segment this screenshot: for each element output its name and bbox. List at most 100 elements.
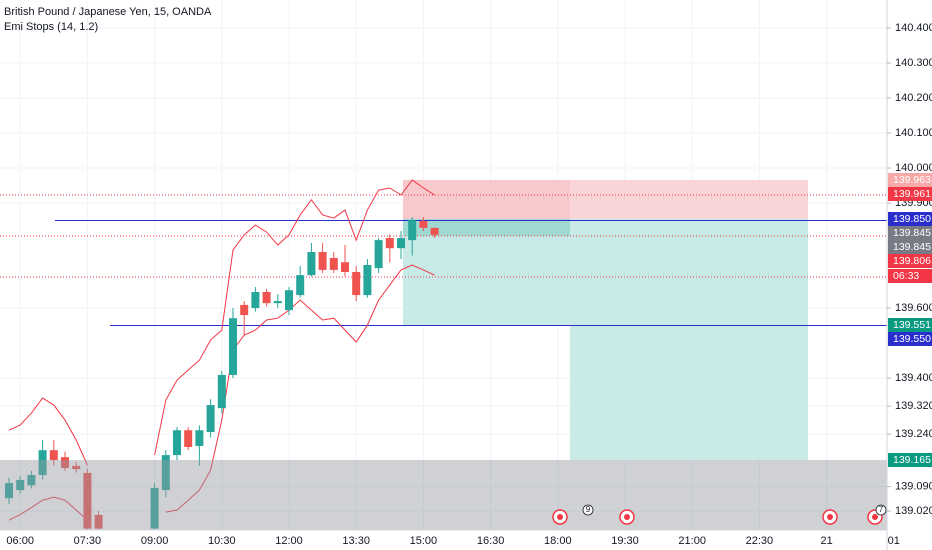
candle-body — [72, 465, 81, 470]
x-tick-label: 06:00 — [6, 535, 34, 547]
price-tag-bg — [888, 269, 932, 283]
event-icon-dot — [827, 514, 833, 520]
candle-body — [61, 457, 69, 469]
candle-body — [307, 252, 316, 276]
candle-body — [262, 291, 271, 304]
price-tag-label: 139.850 — [893, 213, 931, 225]
x-tick-label: 18:00 — [544, 535, 572, 547]
price-tag-bg — [888, 318, 932, 332]
x-tick-label: 21:00 — [678, 535, 706, 547]
price-tag: 06:33 — [888, 269, 932, 283]
indicator-label: Emi Stops (14, 1.2) — [4, 21, 98, 33]
axis-layer: 140.400140.300140.200140.100140.000139.9… — [6, 22, 932, 547]
candle-body — [206, 405, 215, 432]
y-tick-label: 139.320 — [895, 400, 932, 412]
candle-body — [352, 272, 361, 296]
candle-body — [363, 265, 372, 296]
price-tag-label: 139.845 — [893, 241, 931, 253]
price-tag-label: 139.806 — [893, 255, 931, 267]
indicator-line — [154, 179, 435, 456]
price-tag: 139.850 — [888, 212, 932, 226]
y-tick-label: 140.400 — [895, 22, 932, 34]
candle-body — [229, 318, 237, 375]
y-tick-label: 139.240 — [895, 428, 932, 440]
candle-body — [251, 291, 260, 309]
price-tag-bg — [888, 226, 932, 240]
price-tag-bg — [888, 453, 932, 467]
risk-zone — [570, 180, 808, 219]
price-tag-label: 139.550 — [893, 333, 931, 345]
price-tag-bg — [888, 212, 932, 226]
candle-body — [240, 304, 249, 316]
price-tag-bg — [888, 332, 932, 346]
candle-body — [285, 290, 293, 311]
marks-layer — [5, 179, 887, 530]
event-icon-dot — [557, 514, 563, 520]
candle-body — [397, 238, 405, 249]
price-tag-label: 139.165 — [893, 454, 931, 466]
candle-body — [94, 514, 103, 529]
gray-zone — [0, 460, 887, 530]
price-tag-bg — [888, 173, 932, 187]
profit-zone — [570, 219, 808, 460]
event-badge — [582, 504, 594, 516]
candle-body — [184, 430, 193, 448]
y-tick-label: 140.200 — [895, 92, 932, 104]
candle-body — [341, 262, 349, 273]
event-icon-dot — [624, 514, 630, 520]
candle-body — [49, 450, 58, 460]
price-tag-label: 139.845 — [893, 227, 931, 239]
price-tag-bg — [888, 187, 932, 201]
profit-zone-active — [403, 219, 570, 236]
candle-body — [195, 430, 204, 446]
candle-body — [419, 220, 428, 228]
price-tag-label: 06:33 — [893, 270, 919, 282]
candle-body — [329, 257, 338, 270]
y-tick-label: 140.000 — [895, 162, 932, 174]
x-tick-label: 19:30 — [611, 535, 639, 547]
candle-body — [83, 472, 92, 529]
candle-body — [318, 252, 327, 270]
indicator-line — [8, 496, 88, 521]
price-tag: 139.550 — [888, 332, 932, 346]
price-tag-label: 139.551 — [893, 319, 931, 331]
candle-body — [374, 240, 383, 269]
event-badge-count: 7 — [879, 505, 884, 514]
price-tag: 139.806 — [888, 254, 932, 268]
x-tick-label: 12:00 — [275, 535, 303, 547]
price-tag: 139.845 — [888, 226, 932, 240]
price-tag: 139.961 — [888, 187, 932, 201]
price-tag-label: 139.963 — [893, 174, 931, 186]
candle-body — [408, 220, 417, 241]
y-tick-label: 140.100 — [895, 127, 932, 139]
candle-body — [217, 374, 226, 409]
profit-zone — [403, 219, 570, 325]
event-badge — [875, 504, 887, 516]
indicator-line — [8, 397, 88, 466]
chart-title: British Pound / Japanese Yen, 15, OANDA — [4, 6, 212, 18]
event-badge-count: 9 — [586, 505, 591, 514]
y-tick-label: 140.300 — [895, 57, 932, 69]
candle-body — [385, 238, 394, 249]
price-tag-bg — [888, 240, 932, 254]
y-tick-label: 139.090 — [895, 480, 932, 492]
price-tag-label: 139.961 — [893, 188, 931, 200]
candle-body — [430, 227, 439, 235]
x-tick-label: 09:00 — [141, 535, 169, 547]
event-icons: 9 7 — [552, 504, 887, 525]
candle-body — [273, 301, 282, 304]
y-tick-label: 139.400 — [895, 372, 932, 384]
x-tick-label: 07:30 — [74, 535, 102, 547]
x-tick-label: 13:30 — [342, 535, 370, 547]
candle-body — [27, 475, 36, 486]
x-tick-label: 22:30 — [746, 535, 774, 547]
indicator-line — [165, 264, 435, 513]
price-tag-bg — [888, 254, 932, 268]
price-tag: 139.963 — [888, 173, 932, 187]
x-tick-label: 01 — [888, 535, 900, 547]
y-tick-label: 139.600 — [895, 302, 932, 314]
price-tag: 139.551 — [888, 318, 932, 332]
event-icon-dot — [872, 514, 878, 520]
candle-body — [16, 479, 25, 491]
